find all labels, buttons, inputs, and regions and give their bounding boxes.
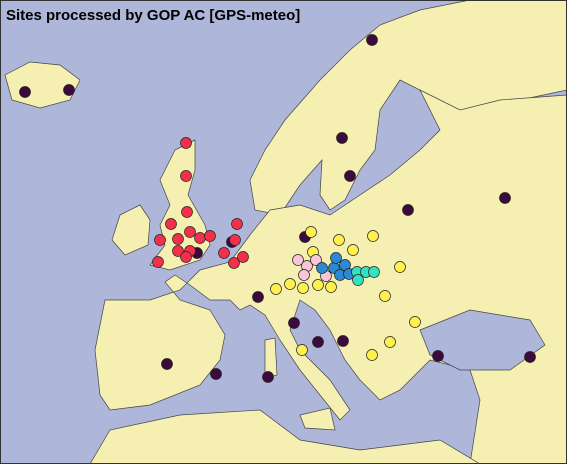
site	[333, 234, 345, 246]
site	[181, 206, 193, 218]
site	[204, 230, 216, 242]
site	[292, 254, 304, 266]
site	[325, 281, 337, 293]
site	[298, 269, 310, 281]
site	[161, 358, 173, 370]
site	[366, 349, 378, 361]
site	[172, 233, 184, 245]
site	[344, 170, 356, 182]
title: Sites processed by GOP AC [GPS-meteo]	[6, 7, 300, 24]
site	[524, 351, 536, 363]
site	[252, 291, 264, 303]
site	[270, 283, 282, 295]
site	[152, 256, 164, 268]
site	[316, 262, 328, 274]
site	[184, 226, 196, 238]
site	[312, 336, 324, 348]
site	[330, 252, 342, 264]
site	[180, 137, 192, 149]
site	[379, 290, 391, 302]
site	[297, 282, 309, 294]
site	[165, 218, 177, 230]
site	[310, 254, 322, 266]
site	[336, 132, 348, 144]
site	[367, 230, 379, 242]
sites	[19, 34, 536, 383]
site	[366, 34, 378, 46]
site	[296, 344, 308, 356]
site	[347, 244, 359, 256]
site	[228, 257, 240, 269]
site	[409, 316, 421, 328]
site	[432, 350, 444, 362]
site	[394, 261, 406, 273]
site	[194, 232, 206, 244]
site	[154, 234, 166, 246]
site	[262, 371, 274, 383]
site	[288, 317, 300, 329]
site	[312, 279, 324, 291]
site	[384, 336, 396, 348]
site	[337, 335, 349, 347]
site	[210, 368, 222, 380]
site	[402, 204, 414, 216]
site	[499, 192, 511, 204]
site	[218, 247, 230, 259]
site	[231, 218, 243, 230]
site	[237, 251, 249, 263]
site	[368, 266, 380, 278]
site	[180, 170, 192, 182]
site	[229, 234, 241, 246]
site	[172, 245, 184, 257]
site	[284, 278, 296, 290]
site	[63, 84, 75, 96]
site	[352, 274, 364, 286]
site	[19, 86, 31, 98]
site	[305, 226, 317, 238]
site	[180, 251, 192, 263]
